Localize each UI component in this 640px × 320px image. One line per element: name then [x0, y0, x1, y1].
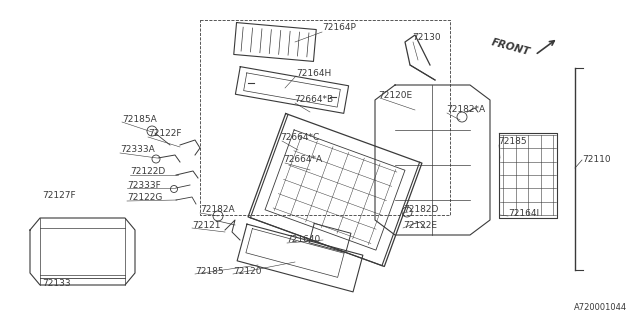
Text: 72182A: 72182A	[200, 205, 235, 214]
Text: 721640: 721640	[286, 236, 320, 244]
Text: 72182*A: 72182*A	[446, 106, 485, 115]
Text: 72130: 72130	[412, 34, 440, 43]
Text: A720001044: A720001044	[574, 303, 627, 312]
Text: 72333A: 72333A	[120, 146, 155, 155]
Text: 72185A: 72185A	[122, 116, 157, 124]
Text: 72333F: 72333F	[127, 180, 161, 189]
Text: 72164I: 72164I	[508, 209, 539, 218]
Text: 72127F: 72127F	[42, 191, 76, 201]
Text: 72664*B: 72664*B	[294, 95, 333, 105]
Text: 72110: 72110	[582, 156, 611, 164]
Text: 72185: 72185	[498, 138, 527, 147]
Text: 72122F: 72122F	[148, 130, 182, 139]
Text: 72122D: 72122D	[130, 167, 165, 177]
Text: 72122E: 72122E	[403, 220, 437, 229]
Text: 72133: 72133	[42, 279, 70, 289]
Text: 72120E: 72120E	[378, 91, 412, 100]
Text: 72185: 72185	[195, 268, 223, 276]
Text: 72664*A: 72664*A	[283, 156, 322, 164]
Text: 72664*C: 72664*C	[280, 133, 319, 142]
Text: 72120: 72120	[233, 268, 262, 276]
Text: 72122G: 72122G	[127, 194, 163, 203]
Text: 72164H: 72164H	[296, 68, 332, 77]
Text: 72182D: 72182D	[403, 205, 438, 214]
Text: 72121: 72121	[192, 220, 221, 229]
Text: 72164P: 72164P	[322, 23, 356, 33]
Text: FRONT: FRONT	[490, 37, 531, 57]
